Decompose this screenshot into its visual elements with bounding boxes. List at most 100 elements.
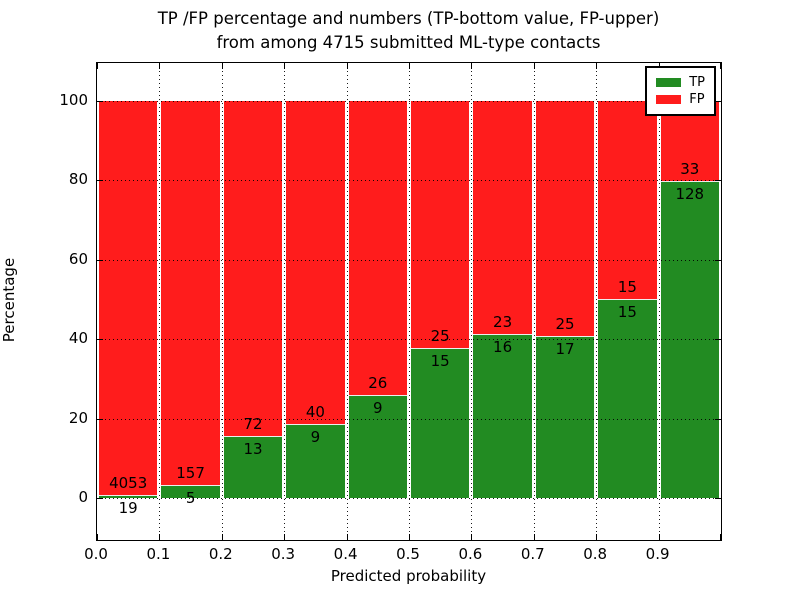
y-tick-mark bbox=[97, 101, 103, 103]
legend-row-fp: FP bbox=[656, 92, 705, 107]
bar-segment-tp bbox=[99, 496, 158, 498]
bar-segment-fp bbox=[411, 101, 470, 350]
legend-row-tp: TP bbox=[656, 75, 705, 90]
y-tick-mark bbox=[97, 259, 103, 261]
x-tick-mark bbox=[471, 534, 473, 540]
gridline-vertical bbox=[471, 63, 473, 540]
legend-swatch-tp bbox=[656, 78, 682, 87]
y-tick-mark bbox=[715, 497, 721, 499]
x-tick-label: 0.5 bbox=[396, 545, 420, 563]
y-tick-mark bbox=[97, 180, 103, 182]
gridline-vertical bbox=[596, 63, 598, 540]
legend-label-fp: FP bbox=[689, 92, 705, 107]
gridline-vertical bbox=[346, 63, 348, 540]
chart-title: TP /FP percentage and numbers (TP-bottom… bbox=[96, 7, 721, 55]
bar-segment-fp bbox=[161, 101, 220, 486]
x-tick-mark bbox=[221, 63, 223, 69]
x-tick-mark bbox=[720, 534, 721, 540]
x-tick-mark bbox=[346, 63, 348, 69]
x-tick-mark bbox=[221, 534, 223, 540]
y-axis-label: Percentage bbox=[0, 257, 18, 343]
gridline-horizontal bbox=[97, 180, 721, 182]
gridline-vertical bbox=[284, 63, 286, 540]
bar-segment-tp bbox=[598, 299, 657, 498]
bar-segment-fp bbox=[223, 101, 283, 438]
bar-segment-fp bbox=[598, 101, 657, 300]
x-tick-label: 0.0 bbox=[84, 545, 108, 563]
fp-count-label: 15 bbox=[617, 277, 637, 296]
x-tick-label: 0.2 bbox=[208, 545, 233, 563]
gridline-vertical bbox=[658, 63, 660, 540]
fp-count-label: 26 bbox=[368, 373, 388, 392]
fp-count-label: 157 bbox=[176, 463, 205, 482]
tp-count-label: 9 bbox=[310, 428, 321, 447]
y-tick-mark bbox=[97, 339, 103, 341]
tp-count-label: 15 bbox=[430, 352, 450, 371]
gridline-horizontal bbox=[97, 418, 721, 420]
tp-count-label: 15 bbox=[617, 302, 637, 321]
bar-segment-tp bbox=[411, 349, 470, 498]
x-tick-mark bbox=[409, 534, 410, 540]
gridline-horizontal bbox=[97, 497, 721, 499]
fp-count-label: 25 bbox=[555, 315, 575, 334]
x-tick-mark bbox=[596, 63, 598, 69]
tp-count-label: 9 bbox=[373, 398, 383, 417]
gridline-vertical bbox=[533, 63, 535, 540]
x-tick-mark bbox=[409, 63, 410, 69]
gridline-horizontal bbox=[97, 339, 721, 341]
x-tick-label: 0.3 bbox=[271, 545, 296, 563]
bar-segment-fp bbox=[286, 101, 345, 426]
x-tick-mark bbox=[159, 63, 161, 69]
gridline-vertical bbox=[221, 63, 223, 540]
bar-segment-fp bbox=[473, 101, 532, 336]
x-tick-mark bbox=[346, 534, 348, 540]
x-tick-mark bbox=[533, 534, 535, 540]
chart-title-line1: TP /FP percentage and numbers (TP-bottom… bbox=[157, 9, 660, 28]
y-tick-mark bbox=[97, 497, 103, 499]
bar-segment-tp bbox=[223, 437, 283, 498]
x-tick-mark bbox=[658, 534, 660, 540]
y-tick-mark bbox=[715, 259, 721, 261]
gridline-vertical bbox=[159, 63, 161, 540]
tp-count-label: 17 bbox=[555, 340, 575, 359]
gridline-horizontal bbox=[97, 101, 721, 103]
tp-count-label: 16 bbox=[493, 338, 513, 357]
x-tick-label: 0.7 bbox=[520, 545, 545, 563]
legend-label-tp: TP bbox=[689, 75, 705, 90]
x-tick-label: 0.6 bbox=[458, 545, 483, 563]
x-tick-mark bbox=[284, 534, 286, 540]
bar-segment-tp bbox=[473, 335, 532, 498]
x-tick-label: 0.1 bbox=[146, 545, 171, 563]
y-tick-label: 40 bbox=[68, 329, 88, 348]
bar-segment-tp bbox=[161, 485, 220, 498]
y-tick-mark bbox=[715, 418, 721, 420]
x-tick-mark bbox=[533, 63, 535, 69]
x-axis-label: Predicted probability bbox=[330, 567, 487, 585]
fp-count-label: 40 bbox=[305, 403, 325, 422]
x-tick-label: 0.4 bbox=[333, 545, 358, 563]
chart-title-line2: from among 4715 submitted ML-type contac… bbox=[216, 33, 601, 52]
gridline-horizontal bbox=[97, 259, 721, 261]
tp-count-label: 19 bbox=[118, 499, 138, 518]
y-tick-label: 20 bbox=[68, 408, 88, 427]
x-tick-mark bbox=[720, 63, 721, 69]
x-tick-label: 0.8 bbox=[583, 545, 608, 563]
bar-segment-fp bbox=[99, 101, 158, 497]
y-tick-label: 100 bbox=[59, 91, 88, 110]
bar-segment-fp bbox=[348, 101, 407, 396]
tp-count-label: 128 bbox=[675, 185, 705, 204]
tp-count-label: 13 bbox=[243, 440, 263, 459]
stacked-bar-chart-plot: 4053 19 157 5 72 13 40 9 26 9 25 15 23 16 25 17 15 15 33 12… bbox=[96, 62, 722, 541]
x-tick-mark bbox=[471, 63, 473, 69]
fp-count-label: 23 bbox=[493, 313, 513, 332]
bar-segment-tp bbox=[348, 395, 407, 498]
bar-segment-fp bbox=[535, 101, 595, 338]
fp-count-label: 4053 bbox=[109, 474, 148, 493]
bar-segment-tp bbox=[535, 337, 595, 498]
x-tick-mark bbox=[284, 63, 286, 69]
x-tick-mark bbox=[596, 534, 598, 540]
legend: TP FP bbox=[645, 66, 716, 116]
fp-count-label: 72 bbox=[243, 415, 263, 434]
y-tick-mark bbox=[715, 101, 721, 103]
